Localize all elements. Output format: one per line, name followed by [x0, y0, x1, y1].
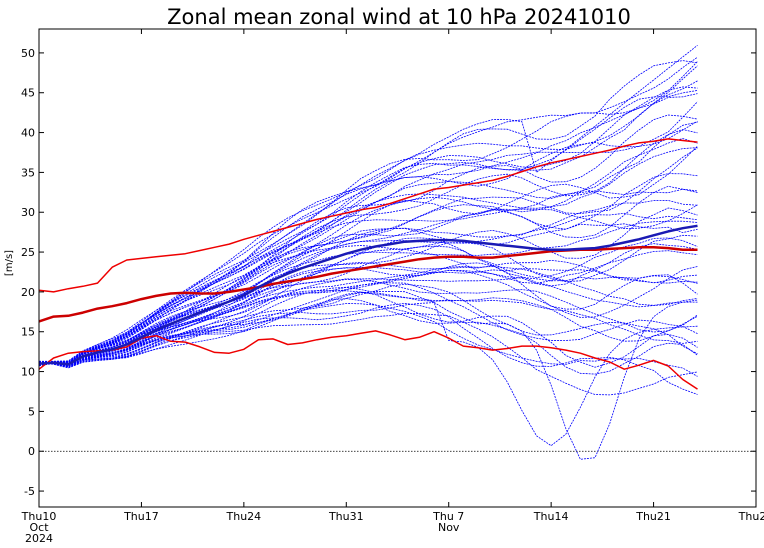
y-tick-label: 50	[21, 47, 35, 60]
y-axis-label: [m/s]	[4, 250, 15, 276]
ensemble-member-line	[39, 56, 698, 364]
ensemble-member-line	[39, 290, 698, 460]
y-tick-label: 5	[28, 405, 35, 418]
x-tick-label: 2024	[25, 532, 53, 545]
y-tick-label: 10	[21, 366, 35, 379]
ensemble-member-line	[39, 147, 698, 364]
x-tick-label: Oct	[29, 521, 49, 534]
ensemble-member-line	[39, 129, 698, 364]
ensemble-member-line	[39, 65, 698, 362]
ensemble-member-line	[39, 291, 698, 368]
x-tick-label: Thu28	[738, 510, 764, 523]
y-tick-label: 35	[21, 166, 35, 179]
plot-area	[39, 44, 756, 460]
series-group	[39, 44, 756, 460]
x-tick-label: Thu24	[226, 510, 262, 523]
chart-title: Zonal mean zonal wind at 10 hPa 20241010	[167, 5, 631, 29]
ensemble-member-line	[39, 266, 698, 367]
ensemble-member-line	[39, 237, 698, 366]
ensemble-member-line	[39, 138, 698, 365]
ensemble-member-line	[39, 207, 698, 366]
y-tick-label: 25	[21, 246, 35, 259]
ensemble-member-line	[39, 101, 698, 365]
ensemble-member-line	[39, 243, 698, 366]
x-tick-label: Nov	[438, 521, 460, 534]
ensemble-member-line	[39, 302, 698, 447]
ensemble-member-line	[39, 220, 698, 366]
x-tick-label: Thu14	[533, 510, 569, 523]
x-tick-label: Thu31	[328, 510, 364, 523]
ensemble-member-line	[39, 223, 698, 366]
y-tick-label: 20	[21, 286, 35, 299]
climatology-max-line	[39, 138, 698, 293]
x-tick-label: Thu17	[123, 510, 159, 523]
ensemble-member-line	[39, 80, 698, 365]
ensemble-member-line	[39, 286, 698, 367]
y-tick-label: 40	[21, 127, 35, 140]
ensemble-member-line	[39, 44, 698, 363]
ensemble-member-line	[39, 290, 698, 367]
y-tick-label: 15	[21, 326, 35, 339]
ensemble-member-line	[39, 93, 698, 365]
x-tick-label: Thu10	[21, 510, 57, 523]
plot-frame	[38, 28, 757, 508]
ensemble-member-line	[39, 114, 698, 364]
y-tick-label: 30	[21, 206, 35, 219]
y-tick-label: -5	[24, 485, 35, 498]
x-tick-label: Thu 7	[432, 510, 464, 523]
y-tick-label: 0	[28, 445, 35, 458]
x-tick-label: Thu21	[635, 510, 671, 523]
ensemble-mean-line	[39, 224, 698, 366]
climatology-min-line	[39, 330, 698, 390]
ensemble-member-line	[39, 60, 698, 365]
ensemble-member-line	[39, 265, 698, 367]
ensemble-member-line	[39, 188, 698, 364]
y-tick-label: 45	[21, 87, 35, 100]
